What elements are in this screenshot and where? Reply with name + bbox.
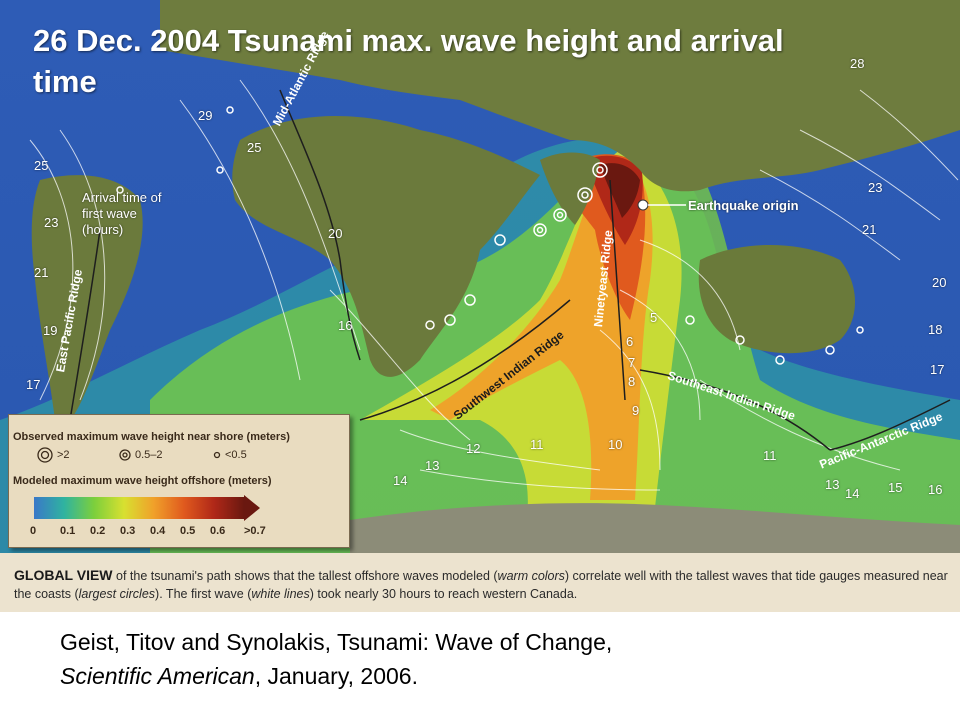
legend-observed-item: >2 xyxy=(57,449,70,461)
contour-number: 7 xyxy=(628,355,636,370)
legend-scale-tick: 0.5 xyxy=(180,525,196,537)
contour-number: 9 xyxy=(632,403,640,418)
legend-observed-item: <0.5 xyxy=(225,449,247,461)
citation-line-1: Geist, Titov and Synolakis, Tsunami: Wav… xyxy=(60,629,613,655)
europe-asia xyxy=(160,0,960,192)
legend-scale-tick: 0.6 xyxy=(210,525,226,537)
tsunami-map xyxy=(0,0,960,553)
contour-number: 14 xyxy=(393,473,408,488)
contour-number: 25 xyxy=(247,140,262,155)
caption-text: ) correlate well with the tallest waves … xyxy=(14,569,948,601)
caption-emphasis: white lines xyxy=(251,587,310,601)
antarctica xyxy=(350,503,960,553)
contour-number: 17 xyxy=(26,377,41,392)
caption-lead: GLOBAL VIEW xyxy=(14,567,113,583)
india xyxy=(540,152,600,225)
legend-scale-tick: 0.1 xyxy=(60,525,76,537)
contour-number: 13 xyxy=(425,458,440,473)
legend-observed-title: Observed maximum wave height near shore … xyxy=(13,431,290,443)
contour-number: 16 xyxy=(338,318,353,333)
contour-number: 19 xyxy=(43,323,58,338)
contour-number: 10 xyxy=(608,437,623,452)
contour-number: 6 xyxy=(626,334,634,349)
australia xyxy=(698,245,855,354)
figure-caption: GLOBAL VIEW of the tsunami's path shows … xyxy=(14,566,954,603)
contour-number: 14 xyxy=(845,486,860,501)
legend-scale-tick: 0.2 xyxy=(90,525,106,537)
contour-number: 20 xyxy=(932,275,947,290)
contour-number: 11 xyxy=(763,448,777,463)
contour-number: 23 xyxy=(44,215,59,230)
legend-scale-tick: >0.7 xyxy=(244,525,266,537)
contour-number: 15 xyxy=(888,480,903,495)
earthquake-origin-label: Earthquake origin xyxy=(688,198,799,213)
legend-scale-arrow xyxy=(244,495,260,521)
arrival-time-label: Arrival time of first wave (hours) xyxy=(82,190,162,237)
legend-scale-tick: 0.3 xyxy=(120,525,136,537)
contour-number: 8 xyxy=(628,374,636,389)
south-america xyxy=(31,175,143,420)
slide-title: 26 Dec. 2004 Tsunami max. wave height an… xyxy=(33,23,784,99)
caption-band xyxy=(0,553,960,612)
contour-number: 13 xyxy=(825,477,840,492)
earthquake-origin-marker xyxy=(637,199,649,211)
legend-scale-tick: 0 xyxy=(30,525,37,537)
legend-scale-bar xyxy=(34,497,244,519)
caption-emphasis: largest circles xyxy=(78,587,156,601)
legend-observed-symbols xyxy=(37,447,221,463)
contour-number: 21 xyxy=(34,265,49,280)
caption-text: ). The first wave ( xyxy=(155,587,252,601)
contour-number: 11 xyxy=(530,437,544,452)
citation-journal: Scientific American xyxy=(60,663,255,689)
contour-number: 16 xyxy=(928,482,943,497)
contour-number: 29 xyxy=(198,108,213,123)
contour-number: 25 xyxy=(34,158,49,173)
contour-number: 5 xyxy=(650,310,658,325)
contour-number: 12 xyxy=(466,441,481,456)
contour-number: 21 xyxy=(862,222,877,237)
citation: Geist, Titov and Synolakis, Tsunami: Wav… xyxy=(60,625,940,693)
africa xyxy=(232,116,540,377)
legend-scale-tick: 0.4 xyxy=(150,525,166,537)
contour-number: 17 xyxy=(930,362,945,377)
contour-number: 20 xyxy=(328,226,343,241)
contour-number: 18 xyxy=(928,322,943,337)
contour-number: 28 xyxy=(850,56,865,71)
caption-text: of the tsunami's path shows that the tal… xyxy=(112,569,498,583)
contour-number: 23 xyxy=(868,180,883,195)
legend: Observed maximum wave height near shore … xyxy=(8,414,350,548)
figure: 26 Dec. 2004 Tsunami max. wave height an… xyxy=(0,0,960,612)
legend-color-scale xyxy=(34,495,260,521)
legend-modeled-title: Modeled maximum wave height offshore (me… xyxy=(13,475,272,487)
legend-observed-item: 0.5–2 xyxy=(135,449,163,461)
citation-rest: , January, 2006. xyxy=(254,663,418,689)
caption-text: ) took nearly 30 hours to reach western … xyxy=(309,587,578,601)
caption-emphasis: warm colors xyxy=(497,569,565,583)
